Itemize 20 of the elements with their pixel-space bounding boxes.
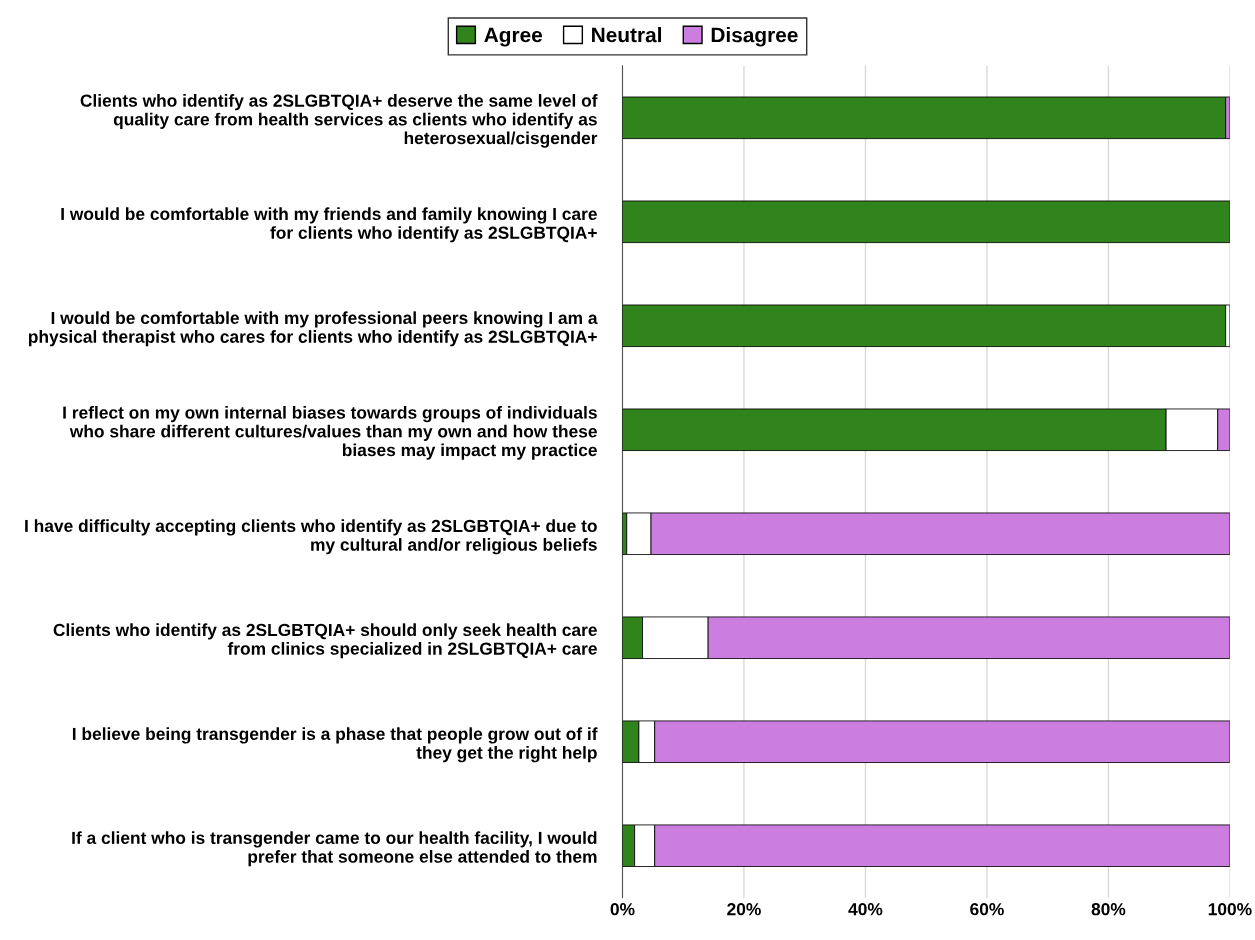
y-tick-label: I would be comfortable with my professional peers knowing I am a physical therapist who cares for clients who identify as 2SLGBTQIA+ xyxy=(28,311,598,347)
bar xyxy=(622,96,1227,140)
x-tick-label: 100% xyxy=(1208,903,1252,916)
y-tick-label: I have difficulty accepting clients who identify as 2SLGBTQIA+ due to my cultural and/or religious beliefs xyxy=(25,519,597,555)
y-tick-label: If a client who is transgender came to our health facility, I would prefer that someone else attended to them xyxy=(72,831,597,867)
x-tick-label: 80% xyxy=(1091,903,1126,916)
x-tick-label: 40% xyxy=(848,903,883,916)
x-tick-label: 60% xyxy=(970,903,1004,916)
y-tick-label: I reflect on my own internal biases towards groups of individuals who share different cultures/values than my own and how these biases may impact my practice xyxy=(63,405,597,460)
y-tick-label: I believe being transgender is a phase that people grow out of if they get the right help xyxy=(72,727,598,763)
y-tick-label: I would be comfortable with my friends and family knowing I care for clients who identify as 2SLGBTQIA+ xyxy=(61,207,597,243)
legend-label: Disagree xyxy=(711,27,798,47)
x-tick-label: 0% xyxy=(610,903,635,916)
y-tick-label: Clients who identify as 2SLGBTQIA+ deserve the same level of quality care from health services as clients who identify as heterosexual/cisgender xyxy=(80,94,598,148)
legend-label: Neutral xyxy=(592,27,661,43)
legend-label: Agree xyxy=(484,27,543,47)
bar xyxy=(622,304,1227,347)
x-tick-label: 20% xyxy=(727,903,761,916)
y-tick-label: Clients who identify as 2SLGBTQIA+ should only seek health care from clinics specialized in 2SLGBTQIA+ care xyxy=(53,623,597,659)
bar xyxy=(622,200,1230,243)
